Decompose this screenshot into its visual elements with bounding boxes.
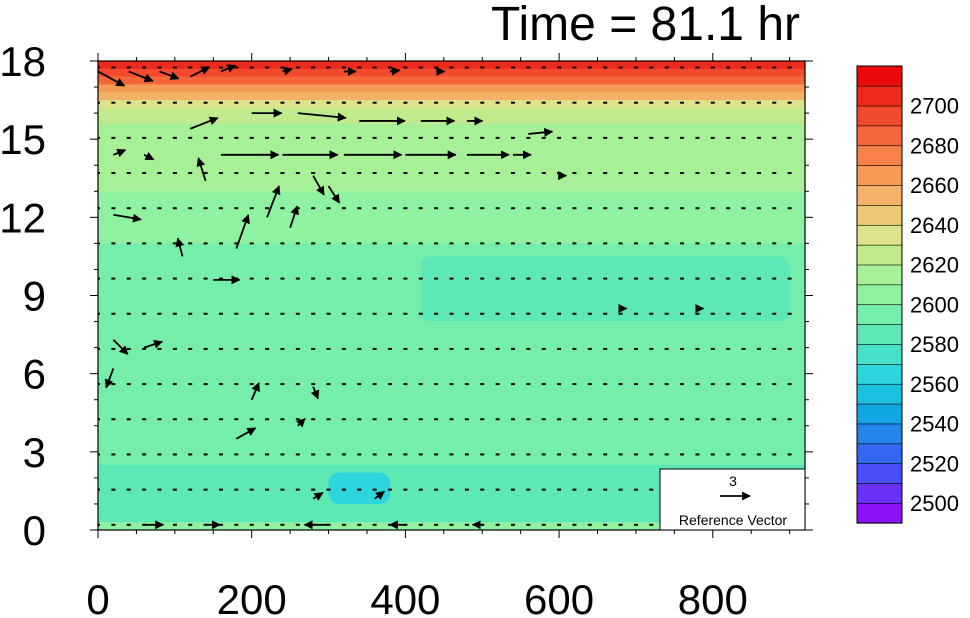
wind-vector	[113, 148, 127, 158]
colorbar-swatch	[856, 125, 903, 147]
contour-band	[98, 123, 805, 192]
reference-vector-label: Reference Vector	[679, 512, 788, 528]
colorbar-label: 2700	[910, 94, 959, 119]
contour-band	[98, 68, 805, 78]
wind-vector	[113, 213, 142, 223]
wind-vector	[266, 185, 281, 218]
wind-vector	[389, 66, 401, 76]
colorbar-swatch	[856, 145, 903, 166]
y-tick-label: 18	[0, 38, 46, 85]
colorbar-swatch	[856, 105, 903, 127]
contour-band	[98, 522, 805, 530]
wind-vector	[312, 175, 325, 196]
wind-vector	[297, 112, 347, 122]
contour-band	[98, 84, 805, 93]
contour-band	[98, 92, 805, 101]
colorbar-swatch	[856, 343, 903, 365]
x-tick-label: 400	[370, 576, 440, 618]
wind-vector	[312, 491, 324, 501]
colorbar-swatch	[856, 284, 903, 306]
colorbar-label: 2680	[910, 133, 959, 158]
colorbar-swatch	[856, 502, 903, 524]
colorbar-swatch	[856, 463, 903, 484]
colorbar-swatch	[856, 304, 903, 325]
colorbar-swatch	[856, 443, 903, 464]
colorbar-swatch	[856, 244, 903, 266]
contour-patch	[328, 472, 391, 504]
y-tick-label: 15	[0, 116, 46, 163]
colorbar-swatch	[856, 224, 903, 246]
contour-band	[98, 76, 805, 85]
wind-vector	[128, 70, 154, 83]
wind-vector	[112, 339, 129, 355]
wind-vector	[310, 386, 320, 400]
wind-vector-field	[98, 64, 705, 530]
colorbar-swatch	[856, 204, 903, 226]
wind-vector	[250, 382, 260, 401]
colorbar-swatch	[856, 65, 903, 87]
colorbar-label: 2620	[910, 253, 959, 278]
x-tick-label: 0	[86, 576, 109, 618]
y-tick-label: 0	[23, 507, 46, 554]
wind-vector	[282, 66, 293, 76]
contour-patch	[420, 256, 790, 322]
colorbar-label: 2640	[910, 213, 959, 238]
y-axis: 0 3 6 9 12 15 18	[0, 38, 813, 554]
wind-vector	[296, 417, 306, 428]
wind-vector	[327, 185, 341, 204]
vector-grid-dots	[98, 66, 792, 526]
wind-vector	[528, 127, 554, 137]
wind-vector	[189, 116, 219, 130]
y-tick-label: 9	[23, 273, 46, 320]
colorbar-swatch	[856, 482, 903, 504]
colorbar-swatch	[856, 383, 903, 405]
wind-vector	[98, 70, 126, 87]
colorbar-swatch	[856, 403, 903, 425]
colorbar-swatch	[856, 324, 903, 345]
colorbar-label: 2580	[910, 332, 959, 357]
contour-band	[98, 191, 805, 244]
colorbar-frame	[856, 65, 903, 524]
y-tick-label: 6	[23, 351, 46, 398]
x-tick-label: 200	[217, 576, 287, 618]
filled-contour-field	[98, 61, 805, 530]
colorbar-label: 2540	[910, 412, 959, 437]
reference-vector-magnitude: 3	[729, 473, 737, 489]
colorbar-label: 2560	[910, 372, 959, 397]
colorbar-swatch	[856, 165, 903, 186]
chart-title: Time = 81.1 hr	[491, 0, 800, 51]
x-tick-label: 600	[524, 576, 594, 618]
colorbar-label: 2520	[910, 451, 959, 476]
colorbar-label: 2660	[910, 173, 959, 198]
colorbar-label: 2500	[910, 491, 959, 516]
x-tick-label: 800	[678, 576, 748, 618]
wind-vector	[289, 205, 300, 229]
wind-vector	[159, 70, 180, 80]
wind-vector	[235, 427, 257, 440]
wind-vector	[104, 368, 115, 389]
wind-vector	[374, 490, 385, 500]
y-tick-label: 12	[0, 194, 46, 241]
wind-vector	[196, 157, 207, 182]
wind-vector	[143, 151, 155, 161]
x-axis: 0 200 400 600 800	[86, 53, 791, 618]
contour-band	[98, 100, 805, 109]
colorbar: 2500 2520 2540 2560 2580 2600 2620 2640 2660 2680…	[856, 65, 959, 524]
wind-vector	[175, 237, 185, 257]
reference-vector-box: 3 Reference Vector	[659, 468, 806, 531]
wind-vector	[143, 339, 163, 349]
contour-band	[98, 61, 805, 70]
colorbar-swatch	[856, 184, 903, 206]
wind-vector	[189, 66, 211, 78]
colorbar-swatch	[856, 423, 903, 445]
colorbar-swatch	[856, 85, 903, 107]
colorbar-label: 2600	[910, 292, 959, 317]
wind-vector	[220, 64, 237, 73]
colorbar-swatch	[856, 363, 903, 385]
y-tick-label: 3	[23, 429, 46, 476]
colorbar-swatch	[856, 264, 903, 286]
